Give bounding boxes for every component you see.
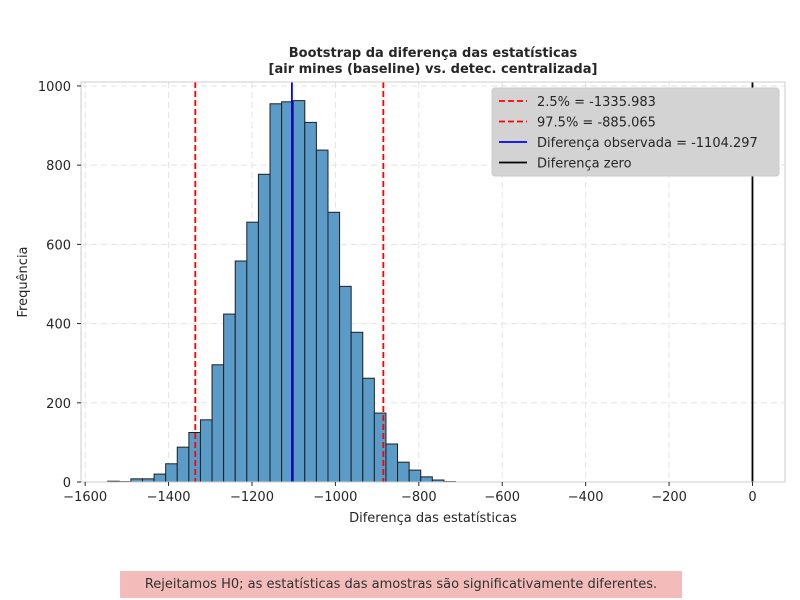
y-axis-label: Frequência xyxy=(16,246,31,317)
histogram-bar xyxy=(292,100,306,483)
histogram-bar xyxy=(257,173,271,483)
histogram-bar xyxy=(223,313,236,483)
legend-entry-label: Diferença zero xyxy=(537,157,632,172)
x-tick-label: −800 xyxy=(401,490,437,505)
histogram-bar xyxy=(246,221,259,483)
x-tick-label: −1400 xyxy=(147,490,191,505)
y-tick-label: 0 xyxy=(63,476,71,491)
x-axis-label: Diferença das estatísticas xyxy=(349,511,517,526)
y-tick-label: 1000 xyxy=(38,80,71,95)
histogram-bar xyxy=(315,149,329,483)
y-axis-ticks: 0 200 400 600 800 1000 xyxy=(38,80,81,491)
y-tick-label: 400 xyxy=(46,318,71,333)
histogram-bar xyxy=(211,364,225,483)
histogram-bar xyxy=(327,211,341,483)
histogram-bar xyxy=(362,377,375,483)
histogram-bar xyxy=(397,461,410,483)
histogram-bar xyxy=(385,443,399,483)
conclusion-banner: Rejeitamos H0; as estatísticas das amost… xyxy=(120,571,682,598)
histogram-bar xyxy=(165,463,178,483)
x-tick-label: −1200 xyxy=(230,490,274,505)
x-tick-label: −200 xyxy=(651,490,687,505)
histogram-bar xyxy=(234,260,248,483)
histogram-bars xyxy=(107,100,457,483)
legend-entry-label: Diferença observada = -1104.297 xyxy=(537,136,758,151)
histogram-bar xyxy=(199,419,213,483)
legend-entry-label: 2.5% = -1335.983 xyxy=(537,95,656,110)
histogram-bar xyxy=(350,331,364,483)
histogram-bar xyxy=(408,469,422,483)
y-tick-label: 200 xyxy=(46,397,71,412)
chart-title-line: [air mines (baseline) vs. detec. central… xyxy=(269,62,598,77)
y-tick-label: 600 xyxy=(46,238,71,253)
legend-entry-label: 97.5% = -885.065 xyxy=(537,116,656,131)
legend-box xyxy=(491,87,780,177)
x-tick-label: −1000 xyxy=(313,490,357,505)
chart-title-line: Bootstrap da diferença das estatísticas xyxy=(289,46,578,61)
plot-area xyxy=(80,81,786,483)
histogram-bar xyxy=(269,103,283,483)
histogram-bar xyxy=(153,473,167,483)
x-axis-ticks: −1600 −1400 −1200 −1000 −800 −600 −400 −200 0 xyxy=(63,482,757,505)
x-tick-label: −1600 xyxy=(63,490,107,505)
histogram-bar xyxy=(420,476,433,483)
x-tick-label: −400 xyxy=(568,490,604,505)
histogram-bar xyxy=(304,121,317,483)
x-tick-label: 0 xyxy=(748,490,756,505)
legend: 2.5% = -1335.983 97.5% = -885.065 Diferenç… xyxy=(491,87,780,177)
histogram-bar xyxy=(339,285,352,483)
y-tick-label: 800 xyxy=(46,159,71,174)
chart-title: Bootstrap da diferença das estatísticas[… xyxy=(269,46,598,77)
x-tick-label: −600 xyxy=(484,490,520,505)
histogram-bar xyxy=(176,446,190,483)
